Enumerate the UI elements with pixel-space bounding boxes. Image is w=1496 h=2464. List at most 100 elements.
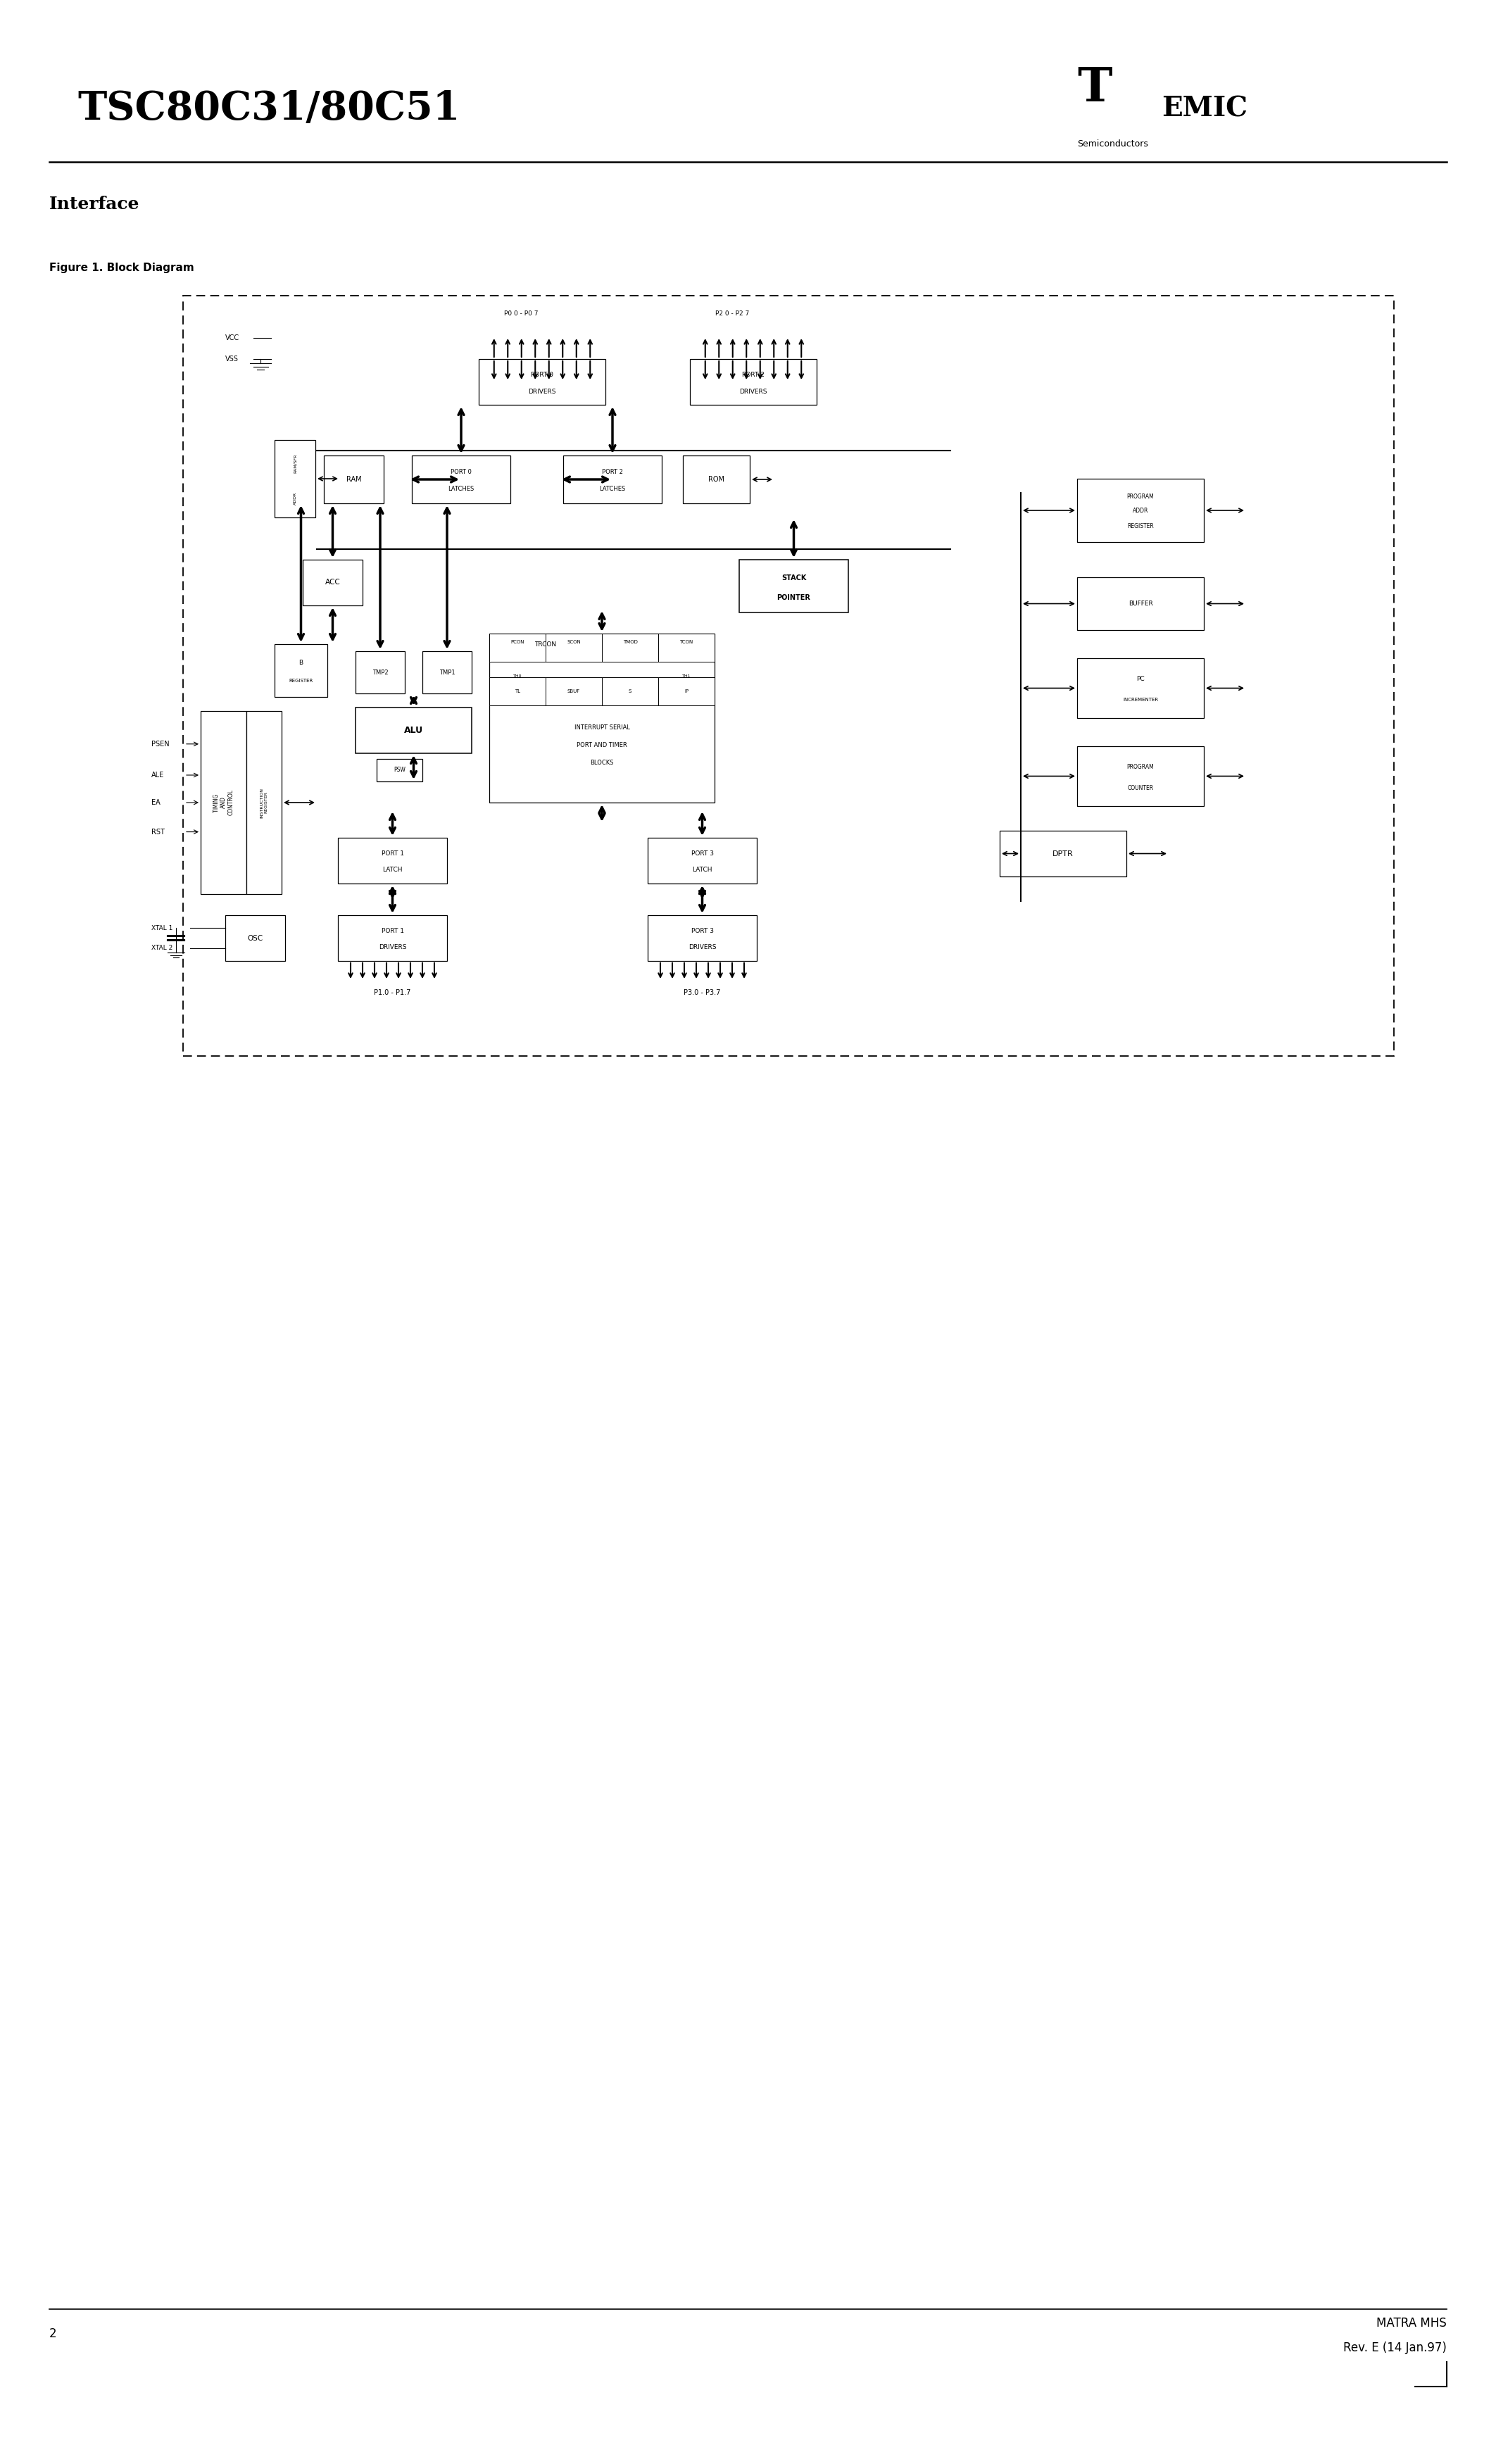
Bar [200,712,247,894]
Bar [356,650,405,692]
Text: BUFFER: BUFFER [1128,601,1153,606]
Bar [183,296,1394,1057]
Bar [377,759,422,781]
Text: Rev. E (14 Jan.97): Rev. E (14 Jan.97) [1343,2341,1447,2353]
Text: EMIC: EMIC [1161,96,1248,123]
Text: DRIVERS: DRIVERS [739,389,767,394]
Bar [323,456,383,503]
Text: LATCHES: LATCHES [600,485,625,493]
Text: PSW: PSW [393,766,405,774]
Text: REGISTER: REGISTER [289,680,313,683]
Text: ADDR: ADDR [293,493,296,505]
Text: TMP1: TMP1 [440,670,455,675]
Text: VCC: VCC [226,335,239,342]
Text: INTERRUPT SERIAL: INTERRUPT SERIAL [574,724,630,729]
Text: TMP2: TMP2 [373,670,387,675]
Text: PROGRAM: PROGRAM [1126,493,1153,500]
Text: B: B [299,660,304,665]
Text: DPTR: DPTR [1053,850,1074,857]
Text: TRCON: TRCON [534,641,557,648]
Bar [226,914,286,961]
Text: P1.0 - P1.7: P1.0 - P1.7 [374,988,411,995]
Text: INSTRUCTION
REGISTER: INSTRUCTION REGISTER [260,788,268,818]
Text: ROM: ROM [708,476,724,483]
Text: XTAL 2: XTAL 2 [151,946,172,951]
Bar [489,678,546,705]
Text: OSC: OSC [247,934,263,941]
Text: POINTER: POINTER [776,594,811,601]
Bar [739,559,848,614]
Bar [338,838,447,885]
Text: PSEN: PSEN [151,742,169,747]
Text: TH0: TH0 [513,675,522,678]
Bar [422,650,471,692]
Text: PORT 3: PORT 3 [691,850,714,857]
Text: T: T [1077,64,1112,111]
Bar [247,712,281,894]
Text: RST: RST [151,828,165,835]
Text: SCON: SCON [567,641,580,643]
Text: PORT 0: PORT 0 [450,468,471,476]
Bar [682,456,749,503]
Bar [356,707,471,754]
Text: TSC80C31/80C51: TSC80C31/80C51 [78,89,459,128]
Text: TCON: TCON [679,641,693,643]
Text: ALE: ALE [151,771,165,779]
Text: LATCH: LATCH [693,867,712,872]
Text: PORT 1: PORT 1 [381,929,404,934]
Bar [690,360,817,404]
Text: Semiconductors: Semiconductors [1077,140,1147,148]
Text: TH1: TH1 [682,675,691,678]
Text: PORT 2: PORT 2 [742,372,764,377]
Text: COUNTER: COUNTER [1128,786,1153,791]
Bar [1077,577,1204,631]
Bar [546,633,601,663]
Bar [411,456,510,503]
Bar [302,559,362,606]
Bar [546,678,601,705]
Text: PCON: PCON [510,641,524,643]
Text: TIMING
AND
CONTROL: TIMING AND CONTROL [212,788,233,816]
Text: PORT 2: PORT 2 [601,468,622,476]
Text: STACK: STACK [781,574,806,582]
Text: XTAL 1: XTAL 1 [151,924,172,931]
Text: LATCH: LATCH [383,867,402,872]
Text: INCREMENTER: INCREMENTER [1123,697,1158,702]
Text: SBUF: SBUF [567,690,580,692]
Text: DRIVERS: DRIVERS [528,389,557,394]
Bar [1077,478,1204,542]
Text: Interface: Interface [49,195,139,212]
Text: RAM: RAM [346,476,362,483]
Bar [1077,747,1204,806]
Bar [479,360,606,404]
Bar [275,441,316,517]
Text: BLOCKS: BLOCKS [589,759,613,766]
Text: DRIVERS: DRIVERS [378,944,407,951]
Text: PORT 3: PORT 3 [691,929,714,934]
Bar [658,678,715,705]
Text: MATRA MHS: MATRA MHS [1376,2316,1447,2328]
Text: TL: TL [515,690,521,692]
Text: IP: IP [684,690,688,692]
Bar [648,838,757,885]
Text: 2: 2 [49,2328,57,2341]
Text: Figure 1. Block Diagram: Figure 1. Block Diagram [49,261,194,274]
Text: LATCHES: LATCHES [447,485,474,493]
Bar [562,456,661,503]
Bar [601,678,658,705]
Bar [338,914,447,961]
Text: S: S [628,690,631,692]
Text: PROGRAM: PROGRAM [1126,764,1153,771]
Text: TMOD: TMOD [622,641,637,643]
Bar [489,633,715,803]
Text: PORT AND TIMER: PORT AND TIMER [576,742,627,749]
Text: ADDR: ADDR [1132,508,1149,513]
Text: ALU: ALU [404,727,423,734]
Text: P0 0 - P0 7: P0 0 - P0 7 [504,310,539,315]
Text: REGISTER: REGISTER [1126,522,1153,530]
Bar [1077,658,1204,717]
Text: PORT 1: PORT 1 [381,850,404,857]
Text: PORT 0: PORT 0 [531,372,554,377]
Bar [648,914,757,961]
Text: PC: PC [1137,675,1144,683]
